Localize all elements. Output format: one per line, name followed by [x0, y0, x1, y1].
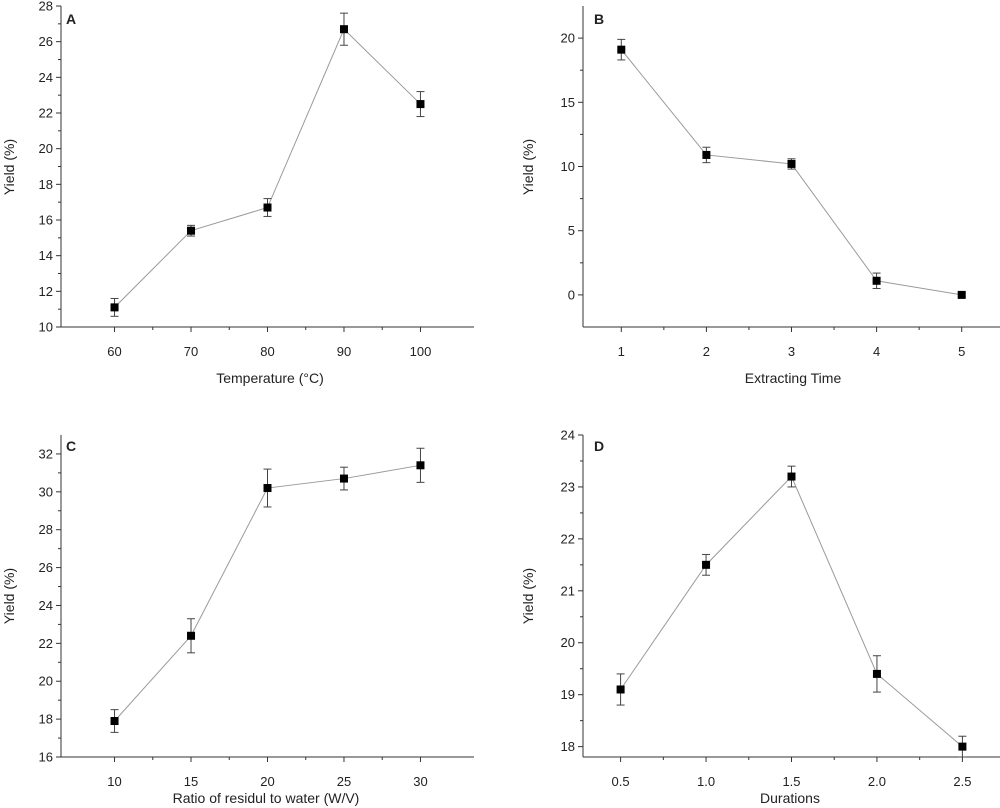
y-tick-label: 20 [39, 674, 53, 689]
y-tick-label: 26 [39, 34, 53, 49]
data-point [339, 25, 348, 34]
panel-b: B Extracting Time Yield (%) 0 5 10 15 20 1 2 3 4… [520, 6, 1000, 386]
series-line [620, 475, 963, 747]
y-tick-label: 32 [39, 446, 53, 461]
data-point [872, 276, 881, 285]
x-axis-label: Ratio of residul to water (W/V) [173, 790, 360, 806]
y-tick-label: 0 [568, 287, 575, 302]
y-tick-label: 20 [561, 31, 575, 46]
x-axis-label: Extracting Time [745, 370, 842, 386]
data-point [416, 461, 425, 470]
data-point [110, 717, 119, 726]
y-tick-label: 20 [39, 141, 53, 156]
x-tick-label: 2.5 [953, 774, 971, 789]
y-tick-label: 30 [39, 484, 53, 499]
data-point [416, 100, 425, 109]
y-tick-label: 18 [561, 739, 575, 754]
data-point [263, 484, 272, 493]
x-tick-label: 100 [410, 344, 432, 359]
x-tick-label: 80 [260, 344, 274, 359]
data-point [187, 631, 196, 640]
y-tick-label: 15 [561, 95, 575, 110]
y-tick-label: 18 [39, 177, 53, 192]
y-tick-label: 20 [561, 635, 575, 650]
x-tick-label: 3 [788, 344, 795, 359]
x-tick-label: 20 [260, 774, 274, 789]
data-point [957, 290, 966, 299]
y-tick-label: 24 [39, 70, 53, 85]
x-tick-label: 2.0 [868, 774, 886, 789]
x-tick-label: 15 [184, 774, 198, 789]
panel-letter: A [66, 11, 76, 27]
data-point [187, 226, 196, 235]
x-tick-label: 1 [618, 344, 625, 359]
y-axis-label: Yield (%) [520, 139, 536, 195]
y-tick-label: 26 [39, 560, 53, 575]
x-tick-label: 10 [107, 774, 121, 789]
x-tick-label: 0.5 [612, 774, 630, 789]
y-tick-label: 14 [39, 248, 53, 263]
data-point [110, 303, 119, 312]
x-tick-label: 1.5 [782, 774, 800, 789]
y-tick-label: 18 [39, 712, 53, 727]
y-tick-label: 24 [39, 598, 53, 613]
panel-c: C Ratio of residul to water (W/V) Yield … [1, 435, 474, 806]
panel-a: A Temperature (°C) Yield (%) 10 12 14 16 18 2… [1, 0, 474, 386]
data-point [702, 560, 711, 569]
y-axis-label: Yield (%) [1, 139, 17, 195]
data-point [958, 742, 967, 751]
y-tick-label: 22 [39, 636, 53, 651]
y-axis-label: Yield (%) [1, 568, 17, 624]
data-point [339, 474, 348, 483]
x-tick-label: 1.0 [697, 774, 715, 789]
panel-letter: B [594, 11, 604, 27]
y-tick-label: 10 [39, 320, 53, 335]
x-tick-label: 70 [184, 344, 198, 359]
y-tick-label: 22 [561, 531, 575, 546]
y-tick-label: 22 [39, 106, 53, 121]
x-tick-label: 5 [958, 344, 965, 359]
y-tick-label: 5 [568, 223, 575, 238]
data-point [787, 472, 796, 481]
x-tick-label: 90 [337, 344, 351, 359]
y-tick-label: 12 [39, 284, 53, 299]
data-point [263, 203, 272, 212]
data-point [702, 150, 711, 159]
x-tick-label: 25 [337, 774, 351, 789]
series-line [114, 28, 421, 308]
y-tick-label: 10 [561, 159, 575, 174]
y-axis-label: Yield (%) [520, 568, 536, 624]
x-tick-label: 4 [873, 344, 880, 359]
data-point [787, 159, 796, 168]
y-tick-label: 28 [39, 0, 53, 14]
data-point [616, 685, 625, 694]
y-tick-label: 23 [561, 479, 575, 494]
y-tick-label: 21 [561, 583, 575, 598]
x-axis-label: Temperature (°C) [216, 370, 324, 386]
y-tick-label: 24 [561, 428, 575, 443]
y-tick-label: 19 [561, 687, 575, 702]
y-tick-label: 16 [39, 750, 53, 765]
panel-letter: D [594, 438, 604, 454]
x-axis-label: Durations [760, 790, 820, 806]
series-line [620, 49, 962, 296]
panel-letter: C [66, 438, 76, 454]
x-tick-label: 30 [413, 774, 427, 789]
y-tick-label: 28 [39, 522, 53, 537]
y-tick-label: 16 [39, 213, 53, 228]
x-tick-label: 2 [703, 344, 710, 359]
data-point [872, 669, 881, 678]
data-point [617, 45, 626, 54]
x-tick-label: 60 [107, 344, 121, 359]
panel-d: D Durations Yield (%) 18 19 20 21 22 23 24 0.5 1… [520, 428, 1000, 806]
